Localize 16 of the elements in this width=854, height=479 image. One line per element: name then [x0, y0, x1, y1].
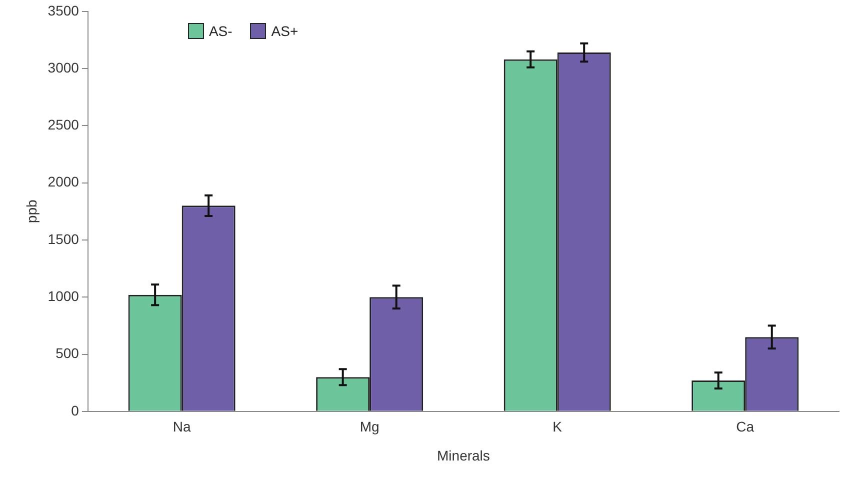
y-tick-label: 2500 [48, 116, 80, 133]
y-tick-label: 3000 [48, 59, 80, 76]
y-tick-label: 0 [71, 402, 80, 418]
x-tick-label: Ca [736, 418, 754, 435]
x-tick-label: K [552, 418, 563, 435]
x-axis-title: Minerals [437, 447, 490, 464]
x-tick-label: Na [172, 418, 191, 435]
legend-label: AS+ [271, 23, 298, 40]
legend-label: AS- [208, 23, 232, 40]
x-tick-label: Mg [360, 418, 380, 435]
y-tick-label: 1000 [48, 288, 80, 304]
y-tick-label: 500 [56, 345, 80, 362]
y-tick-label: 3500 [48, 2, 80, 18]
y-tick-label: 2000 [48, 174, 80, 190]
y-axis-title: ppb [23, 200, 40, 224]
y-tick-label: 1500 [48, 230, 80, 247]
